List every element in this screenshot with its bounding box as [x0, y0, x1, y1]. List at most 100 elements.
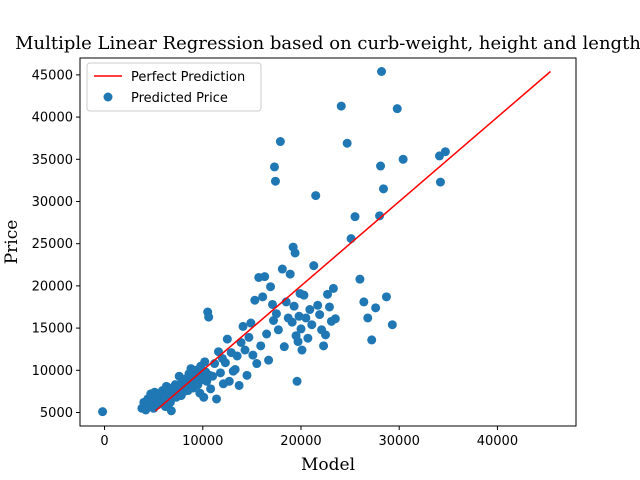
- scatter-point: [166, 406, 176, 416]
- scatter-point: [321, 330, 331, 340]
- scatter-point: [273, 325, 283, 335]
- scatter-point: [371, 303, 381, 313]
- scatter-point: [309, 261, 319, 271]
- scatter-point: [250, 295, 260, 305]
- y-tick-label: 30000: [32, 195, 73, 210]
- x-tick-label: 30000: [379, 434, 420, 449]
- scatter-point: [292, 376, 302, 386]
- scatter-point: [204, 312, 214, 322]
- scatter-point: [234, 380, 244, 390]
- plot-area: 0 10000 20000 30000 40000 5000 10000 15000 2000…: [32, 57, 577, 449]
- scatter-point: [367, 335, 377, 345]
- scatter-point: [266, 282, 276, 292]
- scatter-point: [258, 292, 268, 302]
- y-tick-label: 45000: [32, 68, 73, 83]
- scatter-point: [377, 67, 387, 77]
- line-series-perfect-prediction: [155, 70, 551, 412]
- scatter-point: [256, 341, 266, 351]
- scatter-point: [287, 317, 297, 327]
- x-axis-label: Model: [301, 455, 355, 475]
- scatter-point: [268, 299, 278, 309]
- scatter-point: [220, 358, 230, 368]
- scatter-point: [244, 332, 254, 342]
- x-tick-label: 0: [100, 434, 108, 449]
- scatter-point: [294, 311, 304, 321]
- scatter-point: [271, 309, 281, 319]
- y-tick-label: 40000: [32, 111, 73, 126]
- scatter-point: [299, 290, 309, 300]
- scatter-point: [212, 394, 222, 404]
- scatter-point: [215, 368, 225, 378]
- y-tick-label: 15000: [32, 322, 73, 337]
- scatter-point: [307, 320, 317, 330]
- y-tick-label: 25000: [32, 237, 73, 252]
- scatter-point: [277, 264, 287, 274]
- scatter-point: [435, 177, 445, 187]
- scatter-point: [224, 376, 234, 386]
- legend-point-swatch: [103, 92, 113, 102]
- scatter-point: [387, 320, 397, 330]
- scatter-point: [319, 341, 329, 351]
- scatter-point: [264, 355, 274, 365]
- scatter-point: [268, 315, 278, 325]
- scatter-point: [290, 248, 300, 258]
- scatter-point: [440, 147, 450, 157]
- scatter-point: [269, 162, 279, 172]
- scatter-point: [279, 342, 289, 352]
- scatter-point: [242, 370, 252, 380]
- legend: Perfect Prediction Predicted Price: [86, 62, 262, 112]
- scatter-point: [98, 407, 108, 417]
- scatter-point: [238, 321, 248, 331]
- scatter-point: [323, 289, 333, 299]
- scatter-point: [293, 337, 303, 347]
- x-axis: 0 10000 20000 30000 40000: [100, 426, 518, 449]
- scatter-point: [260, 272, 270, 282]
- scatter-point: [375, 211, 385, 221]
- scatter-point: [199, 392, 209, 402]
- scatter-point: [313, 300, 323, 310]
- scatter-point: [328, 283, 338, 293]
- scatter-point: [350, 212, 360, 222]
- scatter-point: [206, 384, 216, 394]
- perfect-prediction-line: [155, 70, 551, 412]
- scatter-point: [355, 274, 365, 284]
- scatter-point: [301, 313, 311, 323]
- scatter-point: [289, 301, 299, 311]
- scatter-series-predicted-price: [98, 67, 450, 417]
- scatter-point: [252, 359, 262, 369]
- y-axis-label: Price: [2, 220, 22, 265]
- scatter-point: [262, 329, 272, 339]
- scatter-point: [392, 104, 402, 114]
- legend-label-predicted-price: Predicted Price: [131, 91, 228, 106]
- scatter-point: [200, 357, 210, 367]
- scatter-point: [398, 154, 408, 164]
- scatter-point: [346, 234, 356, 244]
- chart-title: Multiple Linear Regression based on curb…: [15, 33, 640, 54]
- scatter-point: [230, 364, 240, 374]
- y-tick-label: 10000: [32, 364, 73, 379]
- scatter-point: [285, 269, 295, 279]
- scatter-point: [336, 101, 346, 111]
- legend-label-perfect-prediction: Perfect Prediction: [131, 70, 245, 85]
- scatter-point: [208, 371, 218, 381]
- scatter-point: [270, 176, 280, 186]
- scatter-point: [363, 313, 373, 323]
- y-tick-label: 35000: [32, 153, 73, 168]
- scatter-point: [376, 161, 386, 171]
- scatter-point: [305, 305, 315, 315]
- x-tick-label: 20000: [280, 434, 321, 449]
- scatter-point: [311, 191, 321, 201]
- scatter-point: [232, 351, 242, 361]
- scatter-point: [240, 345, 250, 355]
- scatter-point: [297, 345, 307, 355]
- scatter-point: [342, 138, 352, 148]
- scatter-point: [330, 314, 340, 324]
- scatter-point: [222, 334, 232, 344]
- x-tick-label: 40000: [477, 434, 518, 449]
- scatter-point: [324, 302, 334, 312]
- scatter-point: [378, 184, 388, 194]
- scatter-point: [296, 324, 306, 334]
- scatter-point: [303, 333, 313, 343]
- scatter-point: [381, 292, 391, 302]
